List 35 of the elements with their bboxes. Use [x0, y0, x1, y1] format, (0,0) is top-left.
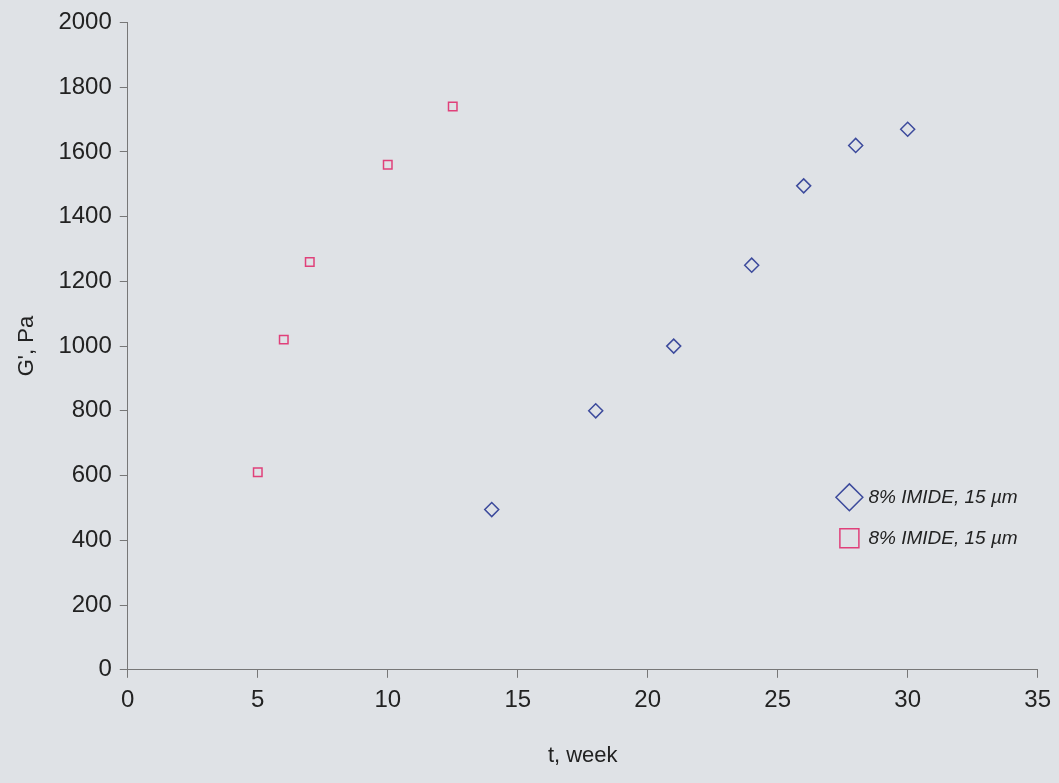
point [743, 257, 760, 273]
legend-label: 8% IMIDE, 15 µm [868, 485, 1018, 507]
x-tick-label: 15 [504, 684, 532, 712]
point [252, 467, 263, 478]
y-tick-label: 1000 [58, 330, 112, 358]
point [447, 101, 458, 112]
x-tick-label: 25 [764, 684, 792, 712]
point [304, 256, 315, 267]
point [483, 501, 500, 518]
y-axis-title: G', Pa [13, 315, 39, 377]
legend-label: 8% IMIDE, 15 µm [868, 526, 1018, 548]
x-tick-label: 20 [634, 684, 662, 712]
x-tick-label: 5 [251, 684, 265, 712]
point [665, 338, 682, 354]
y-tick-label: 1200 [58, 265, 112, 293]
y-tick-label: 800 [71, 395, 112, 423]
y-tick-label: 0 [98, 654, 112, 682]
y-tick-label: 1600 [58, 136, 112, 164]
point [795, 178, 812, 194]
point [847, 137, 864, 154]
point [587, 403, 604, 419]
x-tick-label: 35 [1024, 684, 1051, 712]
x-tick-label: 0 [121, 684, 135, 712]
x-axis-title: t, week [547, 741, 619, 767]
y-tick-label: 400 [71, 524, 112, 552]
point [899, 121, 916, 137]
y-tick-label: 1800 [58, 71, 112, 99]
y-tick-label: 1400 [58, 201, 112, 229]
point [278, 334, 289, 345]
point [382, 159, 393, 170]
y-tick-label: 600 [71, 460, 112, 488]
x-tick-label: 30 [894, 684, 922, 712]
y-tick-label: 200 [71, 589, 112, 617]
y-tick-label: 2000 [58, 7, 112, 35]
x-tick-label: 10 [374, 684, 402, 712]
